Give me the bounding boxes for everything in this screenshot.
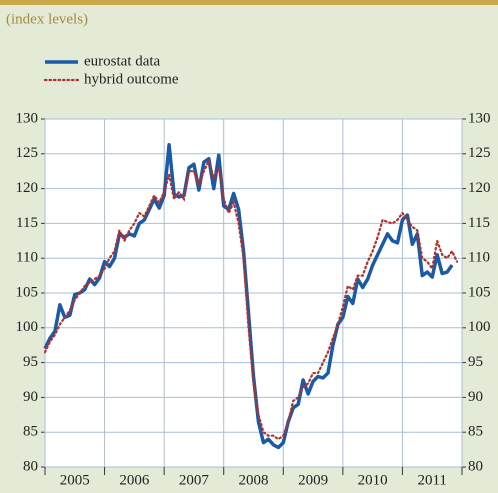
y-tick-label: 110 [16, 250, 38, 266]
y2-tick-label: 120 [468, 180, 491, 196]
y-tick-label: 120 [16, 180, 39, 196]
y-tick-label: 100 [16, 319, 39, 335]
y-tick-label: 125 [16, 145, 39, 161]
x-tick-label: 2009 [298, 472, 328, 488]
top-band [0, 0, 498, 5]
y2-tick-label: 95 [468, 354, 483, 370]
y2-tick-label: 100 [468, 319, 491, 335]
x-tick-label: 2005 [60, 472, 90, 488]
y2-tick-label: 90 [468, 389, 483, 405]
y2-tick-label: 115 [468, 215, 490, 231]
y2-tick-label: 110 [468, 250, 490, 266]
y2-tick-label: 105 [468, 284, 491, 300]
y-tick-label: 85 [23, 424, 38, 440]
x-tick-label: 2010 [358, 472, 388, 488]
y-tick-label: 95 [23, 354, 38, 370]
y-tick-label: 115 [16, 215, 38, 231]
chart-subtitle: (index levels) [6, 11, 88, 27]
y-tick-label: 130 [16, 110, 39, 126]
legend-label: eurostat data [84, 53, 161, 69]
y-tick-label: 105 [16, 284, 39, 300]
y-tick-label: 90 [23, 389, 38, 405]
y2-tick-label: 80 [468, 458, 483, 474]
x-tick-label: 2008 [239, 472, 269, 488]
x-tick-label: 2007 [179, 472, 210, 488]
y2-tick-label: 130 [468, 110, 491, 126]
y-tick-label: 80 [23, 458, 38, 474]
x-tick-label: 2011 [417, 472, 446, 488]
x-tick-label: 2006 [119, 472, 150, 488]
y2-tick-label: 125 [468, 145, 491, 161]
series-line [43, 157, 459, 441]
y2-tick-label: 85 [468, 424, 483, 440]
legend-label: hybrid outcome [84, 71, 179, 87]
